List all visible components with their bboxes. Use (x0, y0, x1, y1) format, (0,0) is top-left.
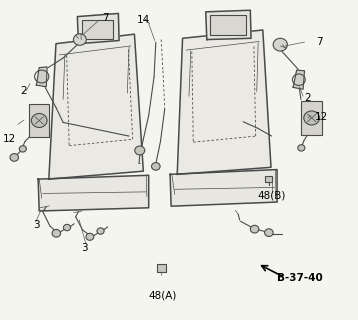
Bar (82, 20, 113, 39)
Polygon shape (293, 70, 305, 89)
Bar (211, 15, 246, 35)
Polygon shape (77, 13, 119, 44)
Bar (301, 101, 322, 135)
Text: 12: 12 (315, 112, 328, 122)
Text: 2: 2 (304, 93, 311, 103)
Circle shape (151, 163, 160, 170)
Bar (29, 104, 49, 137)
Text: 3: 3 (81, 243, 88, 252)
Circle shape (63, 224, 71, 231)
Circle shape (97, 228, 104, 234)
Bar (265, 176, 272, 182)
Circle shape (32, 114, 47, 127)
Text: 3: 3 (33, 220, 40, 230)
Polygon shape (177, 30, 271, 174)
Text: 14: 14 (137, 15, 150, 25)
Text: 48(B): 48(B) (257, 190, 286, 200)
Text: 48(A): 48(A) (149, 291, 177, 300)
Polygon shape (49, 34, 143, 179)
Circle shape (73, 34, 86, 45)
Text: 7: 7 (103, 13, 109, 23)
Text: 12: 12 (3, 134, 16, 144)
Text: B-37-40: B-37-40 (277, 273, 323, 283)
Circle shape (10, 154, 19, 161)
Circle shape (273, 38, 287, 51)
Polygon shape (37, 67, 47, 87)
Polygon shape (170, 170, 277, 206)
Circle shape (298, 145, 305, 151)
Circle shape (86, 233, 94, 240)
Polygon shape (38, 175, 149, 211)
Circle shape (19, 146, 26, 152)
Text: 2: 2 (20, 86, 27, 97)
Circle shape (304, 111, 319, 125)
Circle shape (52, 229, 61, 237)
Text: 7: 7 (316, 37, 323, 47)
Circle shape (250, 225, 259, 233)
Circle shape (135, 146, 145, 155)
Bar (157, 264, 166, 272)
Circle shape (265, 229, 273, 236)
Polygon shape (206, 10, 251, 40)
